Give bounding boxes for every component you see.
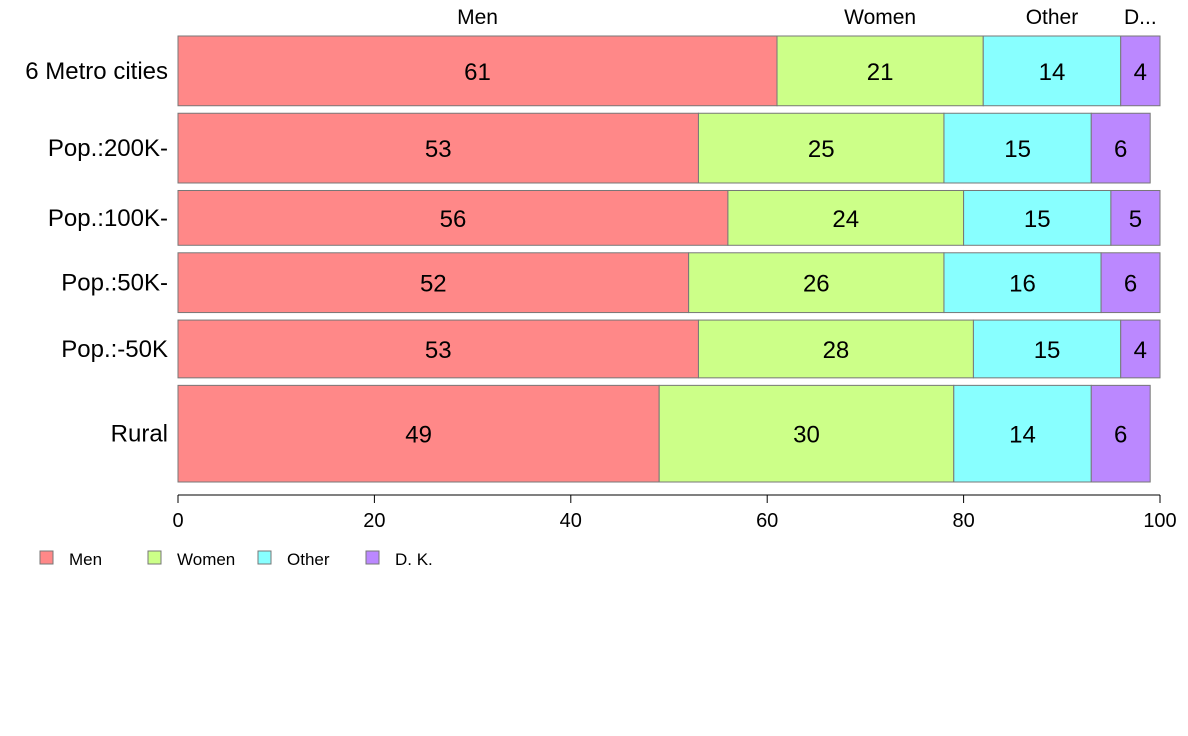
category-label-pop-50k: Pop.:50K- xyxy=(61,270,168,297)
bar-other-pop-200k xyxy=(943,112,1092,184)
bar-d-k-pop-50k xyxy=(1120,319,1161,379)
data-label-women-rural: 30 xyxy=(793,422,820,449)
x-tick-label-40: 40 xyxy=(560,510,582,532)
data-label-d-k-rural: 6 xyxy=(1114,422,1127,449)
data-label-men-pop-50k: 52 xyxy=(420,271,447,298)
category-label-rural: Rural xyxy=(111,421,168,448)
data-label-men-rural: 49 xyxy=(405,422,432,449)
top-label-men: Men xyxy=(457,6,498,29)
bar-men-pop-200k xyxy=(177,112,699,184)
bar-women-rural xyxy=(658,384,955,483)
legend-label-men: Men xyxy=(69,550,102,569)
category-label-6-metro-cities: 6 Metro cities xyxy=(25,58,168,85)
bar-women-pop-100k xyxy=(727,189,965,246)
legend-swatch-other xyxy=(257,550,272,565)
data-label-women-pop-200k: 25 xyxy=(808,136,835,163)
bar-women-pop-50k xyxy=(697,319,974,379)
data-label-d-k-6-metro-cities: 4 xyxy=(1134,59,1147,86)
bar-men-rural xyxy=(177,384,660,483)
category-label-pop-50k: Pop.:-50K xyxy=(61,336,168,363)
x-tick-label-60: 60 xyxy=(756,510,778,532)
data-label-women-pop-50k: 28 xyxy=(823,337,850,364)
data-label-women-pop-100k: 24 xyxy=(832,206,859,233)
top-label-women: Women xyxy=(844,6,916,29)
category-label-pop-200k: Pop.:200K- xyxy=(48,135,168,162)
legend-label-women: Women xyxy=(177,550,235,569)
data-label-d-k-pop-50k: 6 xyxy=(1124,271,1137,298)
data-label-men-pop-100k: 56 xyxy=(440,206,467,233)
bar-other-pop-50k xyxy=(943,252,1102,314)
bar-d-k-rural xyxy=(1090,384,1151,483)
bar-d-k-pop-50k xyxy=(1100,252,1161,314)
bar-men-pop-100k xyxy=(177,189,729,246)
data-label-other-pop-200k: 15 xyxy=(1004,136,1031,163)
data-label-other-rural: 14 xyxy=(1009,422,1036,449)
bar-men-6-metro-cities xyxy=(177,35,778,107)
data-label-other-pop-50k: 15 xyxy=(1034,337,1061,364)
bar-women-pop-200k xyxy=(697,112,945,184)
bar-d-k-pop-100k xyxy=(1110,189,1161,246)
bar-d-k-pop-200k xyxy=(1090,112,1151,184)
category-label-pop-100k: Pop.:100K- xyxy=(48,205,168,232)
legend-swatch-d-k xyxy=(365,550,380,565)
legend-label-other: Other xyxy=(287,550,330,569)
data-label-other-pop-50k: 16 xyxy=(1009,271,1036,298)
data-label-d-k-pop-200k: 6 xyxy=(1114,136,1127,163)
legend-swatch-women xyxy=(147,550,162,565)
legend-label-d-k: D. K. xyxy=(395,550,433,569)
bar-men-pop-50k xyxy=(177,319,699,379)
bar-women-6-metro-cities xyxy=(776,35,984,107)
bar-other-6-metro-cities xyxy=(982,35,1122,107)
data-label-d-k-pop-100k: 5 xyxy=(1129,206,1142,233)
bar-other-rural xyxy=(953,384,1092,483)
legend-swatch-men xyxy=(39,550,54,565)
x-tick-label-100: 100 xyxy=(1143,510,1176,532)
x-tick-label-80: 80 xyxy=(952,510,974,532)
top-label-other: Other xyxy=(1026,6,1079,29)
top-label-d-k: D... xyxy=(1124,6,1157,29)
data-label-d-k-pop-50k: 4 xyxy=(1134,337,1147,364)
data-label-women-6-metro-cities: 21 xyxy=(867,59,894,86)
data-label-men-6-metro-cities: 61 xyxy=(464,59,491,86)
bar-other-pop-50k xyxy=(972,319,1122,379)
data-label-women-pop-50k: 26 xyxy=(803,271,830,298)
bar-d-k-6-metro-cities xyxy=(1120,35,1161,107)
x-tick-label-20: 20 xyxy=(363,510,385,532)
data-label-other-pop-100k: 15 xyxy=(1024,206,1051,233)
bar-women-pop-50k xyxy=(688,252,945,314)
data-label-other-6-metro-cities: 14 xyxy=(1039,59,1066,86)
x-tick-label-0: 0 xyxy=(172,510,183,532)
bar-men-pop-50k xyxy=(177,252,690,314)
data-label-men-pop-200k: 53 xyxy=(425,136,452,163)
data-label-men-pop-50k: 53 xyxy=(425,337,452,364)
